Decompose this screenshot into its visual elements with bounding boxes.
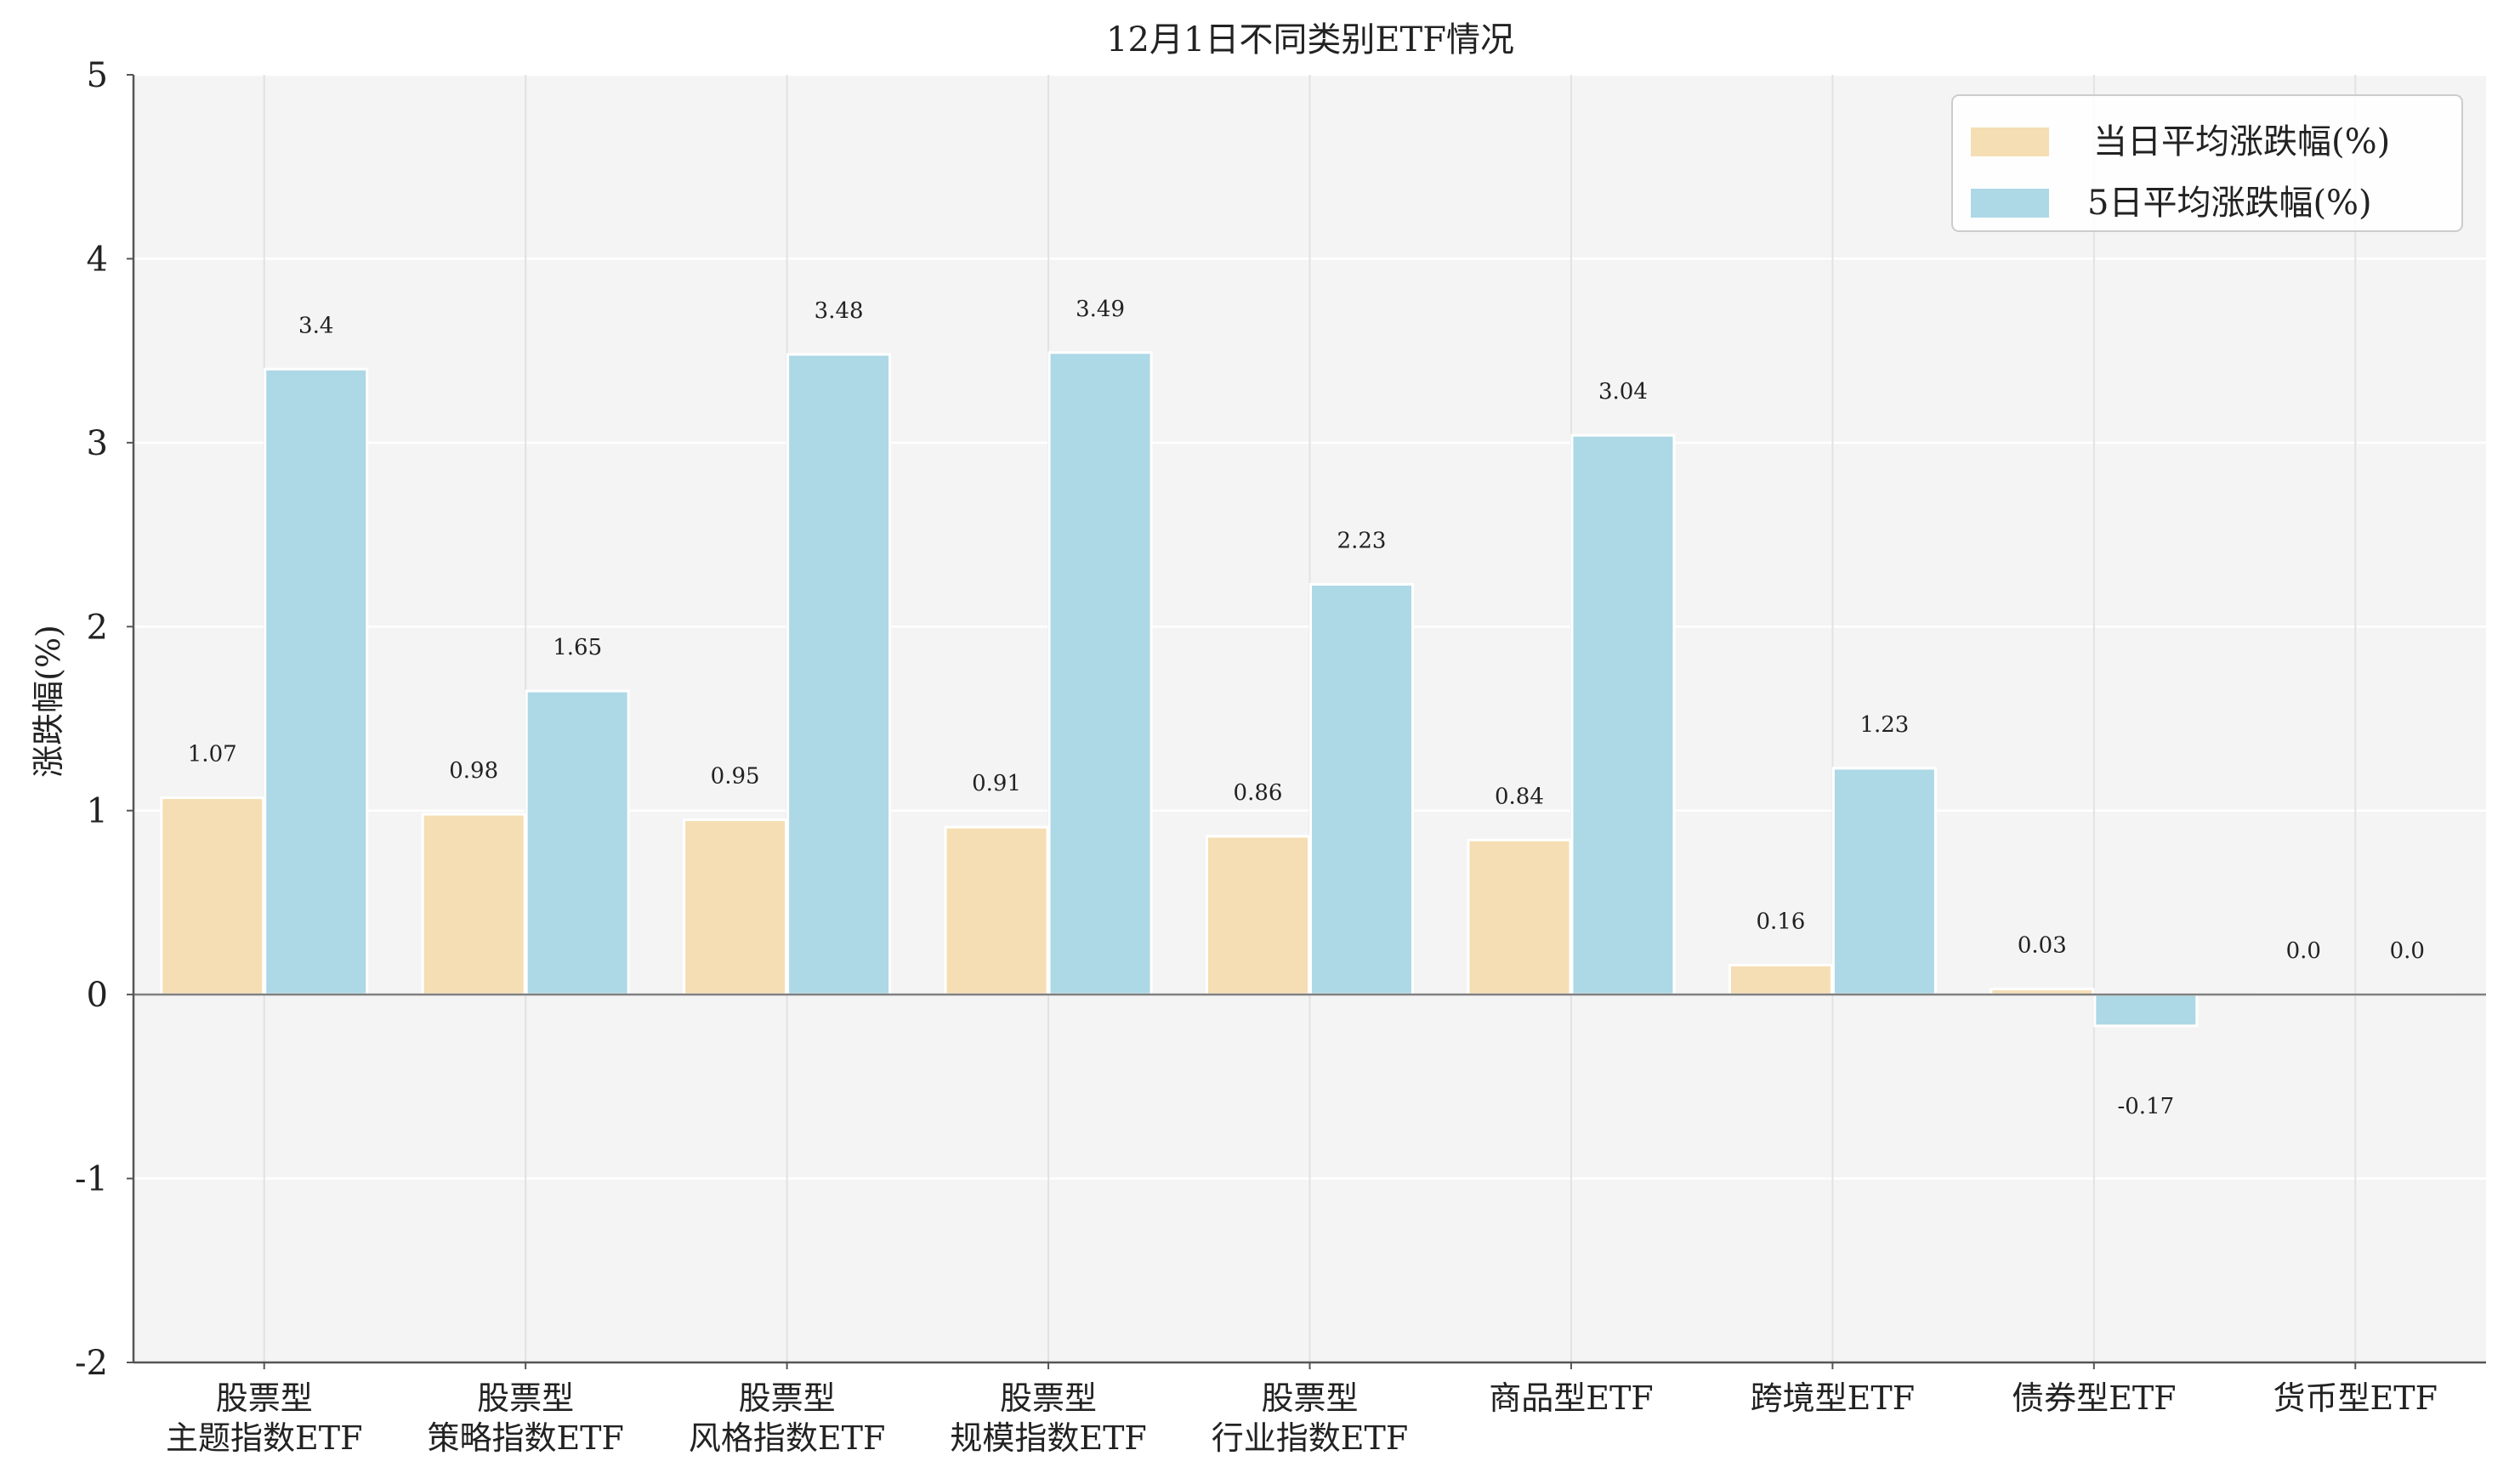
x-tick-label: 行业指数ETF xyxy=(1212,1419,1408,1457)
y-tick-label: -1 xyxy=(75,1160,108,1199)
y-axis-label: 涨跌幅(%) xyxy=(30,625,67,778)
data-label-5day-1: 1.65 xyxy=(553,635,602,660)
data-label-daily-2: 0.95 xyxy=(711,764,760,790)
bars xyxy=(160,351,2460,1028)
data-label-5day-7: -0.17 xyxy=(2117,1094,2174,1119)
x-tick-label: 股票型 xyxy=(477,1379,574,1417)
data-label-5day-0: 3.4 xyxy=(298,313,333,338)
x-tick-labels: 股票型主题指数ETF股票型策略指数ETF股票型风格指数ETF股票型规模指数ETF… xyxy=(166,1362,2438,1457)
bar-5day-6 xyxy=(1831,767,1937,996)
bar-5day-7 xyxy=(2093,993,2199,1028)
y-tick-label: -2 xyxy=(75,1344,108,1383)
x-tick-label: 债券型ETF xyxy=(2012,1379,2176,1417)
x-tick-label: 股票型 xyxy=(1000,1379,1097,1417)
y-tick-labels: -2 -1 0 1 2 3 4 5 xyxy=(75,56,133,1383)
data-label-daily-3: 0.91 xyxy=(972,771,1021,796)
bar-5day-5 xyxy=(1570,433,1676,996)
data-label-5day-5: 3.04 xyxy=(1598,379,1648,405)
legend-box xyxy=(1951,94,2463,232)
data-label-daily-7: 0.03 xyxy=(2018,933,2067,959)
x-tick-label: 股票型 xyxy=(216,1379,313,1417)
y-tick-label: 3 xyxy=(87,424,108,463)
data-label-daily-0: 1.07 xyxy=(188,742,237,767)
data-label-5day-8: 0.0 xyxy=(2390,938,2425,964)
data-label-daily-4: 0.86 xyxy=(1234,780,1283,806)
bar-5day-1 xyxy=(525,689,630,996)
data-labels: 1.07 0.98 0.95 0.91 0.86 0.84 0.16 0.03 0.0 3.4 1.… xyxy=(188,297,2425,1119)
bar-5day-0 xyxy=(264,367,369,996)
legend-swatch-0 xyxy=(1971,127,2049,156)
bar-5day-3 xyxy=(1047,351,1153,996)
y-tick-label: 0 xyxy=(87,976,108,1015)
bar-daily-1 xyxy=(421,813,526,996)
data-label-5day-6: 1.23 xyxy=(1859,712,1909,738)
bar-daily-6 xyxy=(1728,964,1833,996)
legend-label-1: 5日平均涨跌幅(%) xyxy=(2087,184,2372,223)
x-tick-label: 规模指数ETF xyxy=(950,1419,1146,1457)
y-tick-label: 5 xyxy=(87,56,108,95)
chart-title: 12月1日不同类别ETF情况 xyxy=(1106,20,1514,59)
bar-daily-3 xyxy=(944,825,1049,996)
data-label-daily-5: 0.84 xyxy=(1495,784,1544,809)
data-label-5day-4: 2.23 xyxy=(1337,529,1387,554)
x-tick-label: 股票型 xyxy=(739,1379,836,1417)
data-label-daily-1: 0.98 xyxy=(449,758,498,784)
y-tick-label: 4 xyxy=(87,240,108,279)
data-label-daily-8: 0.0 xyxy=(2286,938,2321,964)
legend-swatch-1 xyxy=(1971,189,2049,218)
x-tick-label: 货币型ETF xyxy=(2273,1379,2438,1417)
x-tick-label: 跨境型ETF xyxy=(1751,1379,1915,1417)
bar-5day-4 xyxy=(1309,583,1414,996)
legend: 当日平均涨跌幅(%) 5日平均涨跌幅(%) xyxy=(1951,94,2463,232)
data-label-5day-2: 3.48 xyxy=(815,298,864,324)
x-tick-label: 股票型 xyxy=(1261,1379,1358,1417)
x-tick-label: 策略指数ETF xyxy=(427,1419,623,1457)
x-tick-label: 主题指数ETF xyxy=(166,1419,362,1457)
y-tick-label: 2 xyxy=(87,608,108,647)
x-tick-label: 商品型ETF xyxy=(1489,1379,1653,1417)
y-tick-label: 1 xyxy=(87,792,108,831)
x-tick-label: 风格指数ETF xyxy=(689,1419,885,1457)
bar-daily-0 xyxy=(160,796,265,996)
bar-daily-4 xyxy=(1206,835,1310,996)
bar-daily-5 xyxy=(1467,838,1572,996)
bar-5day-2 xyxy=(786,353,892,996)
bar-daily-2 xyxy=(683,818,788,996)
legend-label-0: 当日平均涨跌幅(%) xyxy=(2093,122,2390,161)
data-label-daily-6: 0.16 xyxy=(1756,909,1805,935)
data-label-5day-3: 3.49 xyxy=(1076,297,1125,322)
